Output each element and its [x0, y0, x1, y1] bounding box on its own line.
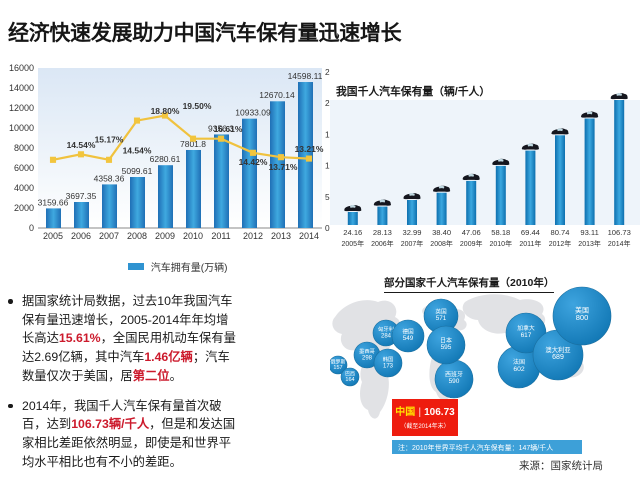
svg-text:28.13: 28.13 — [373, 228, 392, 237]
svg-text:2006年: 2006年 — [371, 239, 394, 248]
svg-text:2008年: 2008年 — [430, 239, 453, 248]
svg-text:2013年: 2013年 — [578, 239, 601, 248]
svg-text:617: 617 — [521, 332, 532, 339]
svg-text:157: 157 — [333, 365, 342, 371]
svg-text:加拿大: 加拿大 — [517, 324, 535, 332]
svg-text:2014年: 2014年 — [608, 239, 631, 248]
svg-text:12670.14: 12670.14 — [259, 90, 295, 100]
svg-text:173: 173 — [383, 364, 394, 370]
svg-text:14000: 14000 — [9, 83, 34, 93]
svg-text:我国千人汽车保有量（辆/千人）: 我国千人汽车保有量（辆/千人） — [336, 84, 490, 98]
svg-text:4000: 4000 — [14, 183, 34, 193]
svg-text:10000: 10000 — [9, 123, 34, 133]
svg-text:93.11: 93.11 — [580, 228, 598, 237]
svg-text:韩国: 韩国 — [383, 355, 394, 363]
svg-text:2009年: 2009年 — [460, 239, 483, 248]
svg-text:24.16: 24.16 — [343, 228, 362, 237]
svg-text:2013: 2013 — [271, 231, 291, 241]
svg-text:2006: 2006 — [71, 231, 91, 241]
svg-text:0: 0 — [29, 223, 34, 233]
svg-text:3697.35: 3697.35 — [66, 191, 97, 201]
svg-text:4358.36: 4358.36 — [94, 174, 125, 184]
svg-text:602: 602 — [513, 366, 525, 373]
svg-text:5099.61: 5099.61 — [122, 166, 153, 176]
svg-text:2011年: 2011年 — [519, 239, 541, 248]
svg-text:2014: 2014 — [299, 231, 319, 241]
svg-text:2012: 2012 — [243, 231, 263, 241]
svg-text:2010年: 2010年 — [490, 239, 513, 248]
svg-text:6280.61: 6280.61 — [150, 154, 181, 164]
svg-text:15.17%: 15.17% — [95, 135, 124, 145]
svg-text:2000: 2000 — [14, 203, 34, 213]
svg-text:284: 284 — [381, 334, 392, 340]
svg-text:106.73: 106.73 — [608, 228, 631, 237]
svg-text:689: 689 — [552, 354, 564, 361]
svg-text:2008: 2008 — [127, 231, 147, 241]
svg-text:13.21%: 13.21% — [295, 144, 324, 154]
svg-text:2010: 2010 — [183, 231, 203, 241]
svg-text:549: 549 — [403, 335, 414, 342]
svg-text:16.61%: 16.61% — [214, 124, 243, 134]
svg-text:18.80%: 18.80% — [151, 106, 180, 116]
svg-text:571: 571 — [436, 315, 447, 322]
svg-text:2007年: 2007年 — [401, 239, 424, 248]
svg-text:12000: 12000 — [9, 103, 34, 113]
svg-text:32.99: 32.99 — [402, 228, 421, 237]
svg-text:14598.11: 14598.11 — [288, 71, 323, 81]
svg-text:6000: 6000 — [14, 163, 34, 173]
svg-text:38.40: 38.40 — [432, 228, 451, 237]
svg-text:2007: 2007 — [99, 231, 119, 241]
svg-text:14.54%: 14.54% — [123, 146, 152, 156]
svg-text:8000: 8000 — [14, 143, 34, 153]
svg-text:298: 298 — [362, 356, 373, 362]
svg-text:58.18: 58.18 — [491, 228, 510, 237]
svg-text:2005年: 2005年 — [342, 239, 365, 248]
svg-text:590: 590 — [449, 378, 460, 385]
svg-text:2011: 2011 — [211, 231, 230, 241]
svg-text:14.54%: 14.54% — [67, 140, 96, 150]
svg-text:墨西哥: 墨西哥 — [359, 348, 375, 355]
svg-text:2005: 2005 — [43, 231, 63, 241]
svg-text:13.71%: 13.71% — [269, 162, 298, 172]
svg-text:800: 800 — [576, 313, 589, 322]
svg-text:法国: 法国 — [513, 358, 525, 366]
svg-text:14.42%: 14.42% — [239, 157, 268, 167]
svg-text:2012年: 2012年 — [549, 239, 572, 248]
svg-text:澳大利亚: 澳大利亚 — [545, 345, 571, 354]
svg-text:69.44: 69.44 — [521, 228, 540, 237]
svg-text:595: 595 — [441, 344, 452, 351]
svg-text:164: 164 — [345, 377, 354, 383]
svg-text:3159.66: 3159.66 — [38, 198, 69, 208]
svg-text:80.74: 80.74 — [550, 228, 569, 237]
svg-text:47.06: 47.06 — [462, 228, 481, 237]
svg-text:匈牙利: 匈牙利 — [378, 325, 394, 333]
svg-text:2009: 2009 — [155, 231, 175, 241]
svg-text:16000: 16000 — [9, 63, 34, 73]
svg-text:19.50%: 19.50% — [183, 101, 212, 111]
svg-text:10933.09: 10933.09 — [235, 108, 271, 118]
